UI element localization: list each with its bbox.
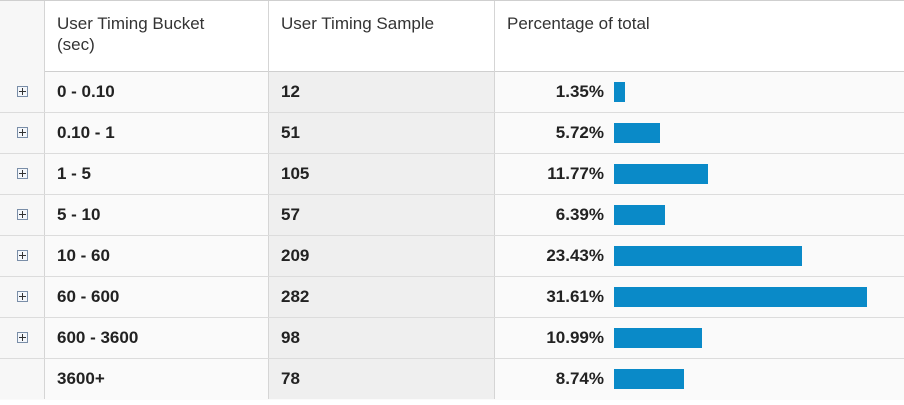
header-sample[interactable]: User Timing Sample xyxy=(269,1,495,72)
percent-value: 31.61% xyxy=(546,287,604,306)
expand-plus-icon[interactable] xyxy=(17,250,28,261)
table-row: 600 - 3600 98 10.99% xyxy=(0,318,904,359)
percent-cell: 31.61% xyxy=(495,277,904,317)
table-body: 0 - 0.10 12 1.35% 0.10 - 1 51 5.72% xyxy=(0,72,904,400)
expand-cell xyxy=(0,318,45,358)
table-row: 3600+ 78 8.74% xyxy=(0,359,904,400)
table-row: 60 - 600 282 31.61% xyxy=(0,277,904,318)
percent-value: 1.35% xyxy=(555,82,604,101)
header-bucket-label: User Timing Bucket xyxy=(57,14,205,33)
bucket-cell: 0 - 0.10 xyxy=(45,72,269,112)
percent-cell: 8.74% xyxy=(495,359,904,399)
percent-cell: 6.39% xyxy=(495,195,904,235)
bucket-cell: 0.10 - 1 xyxy=(45,113,269,153)
sample-cell: 78 xyxy=(269,359,495,399)
sample-cell: 105 xyxy=(269,154,495,194)
expand-plus-icon[interactable] xyxy=(17,127,28,138)
percent-value: 8.74% xyxy=(555,369,604,388)
expand-cell xyxy=(0,154,45,194)
header-percent[interactable]: Percentage of total xyxy=(507,14,650,33)
percent-cell: 10.99% xyxy=(495,318,904,358)
table-row: 0.10 - 1 51 5.72% xyxy=(0,113,904,154)
sample-cell: 12 xyxy=(269,72,495,112)
expand-cell xyxy=(0,195,45,235)
header-expand-column xyxy=(0,1,45,72)
bucket-cell: 1 - 5 xyxy=(45,154,269,194)
header-bucket-unit: (sec) xyxy=(57,35,95,54)
percent-bar xyxy=(614,164,708,184)
table-row: 5 - 10 57 6.39% xyxy=(0,195,904,236)
table-row: 0 - 0.10 12 1.35% xyxy=(0,72,904,113)
percent-cell: 1.35% xyxy=(495,72,904,112)
table-row: 10 - 60 209 23.43% xyxy=(0,236,904,277)
expand-plus-icon[interactable] xyxy=(17,332,28,343)
bucket-cell: 600 - 3600 xyxy=(45,318,269,358)
percent-value: 11.77% xyxy=(547,164,604,183)
percent-bar xyxy=(614,246,802,266)
sample-cell: 98 xyxy=(269,318,495,358)
bucket-cell: 60 - 600 xyxy=(45,277,269,317)
expand-plus-icon[interactable] xyxy=(17,168,28,179)
expand-cell xyxy=(0,236,45,276)
bucket-cell: 10 - 60 xyxy=(45,236,269,276)
percent-bar xyxy=(614,82,625,102)
percent-bar xyxy=(614,205,665,225)
percent-bar xyxy=(614,123,660,143)
percent-bar xyxy=(614,328,702,348)
expand-plus-icon[interactable] xyxy=(17,209,28,220)
expand-cell xyxy=(0,277,45,317)
header-bucket[interactable]: User Timing Bucket (sec) xyxy=(45,1,269,72)
percent-cell: 11.77% xyxy=(495,154,904,194)
percent-cell: 5.72% xyxy=(495,113,904,153)
table-row: 1 - 5 105 11.77% xyxy=(0,154,904,195)
expand-cell xyxy=(0,72,45,112)
sample-cell: 57 xyxy=(269,195,495,235)
bucket-cell: 5 - 10 xyxy=(45,195,269,235)
sample-cell: 51 xyxy=(269,113,495,153)
percent-value: 23.43% xyxy=(546,246,604,265)
expand-cell xyxy=(0,359,45,399)
percent-bar xyxy=(614,369,684,389)
expand-cell xyxy=(0,113,45,153)
sample-cell: 209 xyxy=(269,236,495,276)
table-header: User Timing Bucket (sec) User Timing Sam… xyxy=(0,0,904,72)
percent-cell: 23.43% xyxy=(495,236,904,276)
percent-value: 5.72% xyxy=(555,123,604,142)
bucket-cell: 3600+ xyxy=(45,359,269,399)
percent-value: 10.99% xyxy=(546,328,604,347)
expand-plus-icon[interactable] xyxy=(17,86,28,97)
sample-cell: 282 xyxy=(269,277,495,317)
percent-bar xyxy=(614,287,867,307)
percent-value: 6.39% xyxy=(555,205,604,224)
expand-plus-icon[interactable] xyxy=(17,291,28,302)
